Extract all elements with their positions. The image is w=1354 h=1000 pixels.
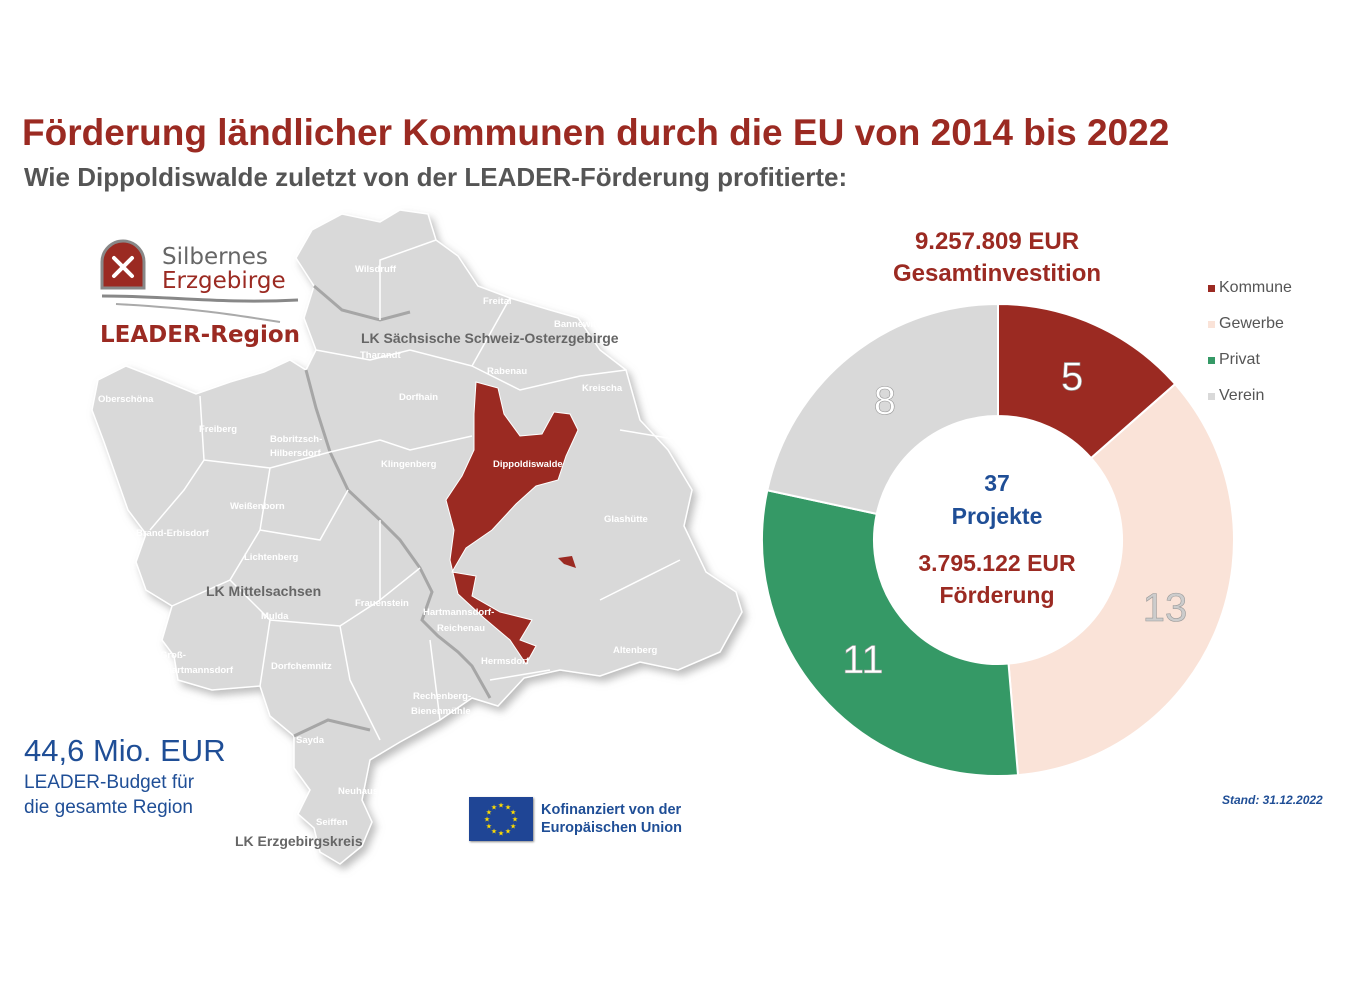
municipality-label: Glashütte (604, 514, 648, 525)
municipality-label: Hermsdorf (481, 656, 530, 667)
total-investment-amount: 9.257.809 EUR (914, 228, 1080, 255)
donut-chart: 5 13 11 8 (761, 302, 1235, 777)
municipality-label: Kreischa (582, 383, 623, 394)
eu-star-icon: ★ (505, 803, 511, 811)
municipality-label: Weißenborn (230, 501, 285, 512)
donut-value-label: 5 (1061, 355, 1083, 399)
page-title: Förderung ländlicher Kommunen durch die … (22, 112, 1170, 153)
municipality-label: Lichtenberg (244, 552, 299, 563)
logo-line3: LEADER-Region (100, 322, 300, 348)
municipality-label: Altenberg (613, 645, 658, 656)
legend-swatch (1208, 284, 1215, 292)
municipality-label: Rabenau (487, 366, 527, 377)
legend-label: Kommune (1219, 279, 1292, 296)
silbernes-erzgebirge-logo: Silbernes Erzgebirge LEADER-Region (100, 239, 300, 348)
municipality-label: Oberschöna (98, 394, 154, 405)
eu-star-icon: ★ (486, 809, 492, 817)
budget-label-line2: die gesamte Region (24, 797, 193, 818)
total-investment-label: Gesamtinvestition (892, 260, 1102, 287)
eu-star-icon: ★ (505, 828, 511, 836)
municipality-label: Klingenberg (381, 459, 437, 470)
legend-swatch (1208, 320, 1215, 328)
district-label: LK Sächsische Schweiz-Osterzgebirge (361, 330, 619, 346)
municipality-label: Dorfhain (399, 392, 438, 403)
legend-swatch (1208, 356, 1215, 364)
dippoldiswalde-region[interactable] (445, 381, 579, 665)
municipality-label: Bobritzsch- (270, 434, 322, 445)
district-border (293, 718, 371, 738)
eu-star-icon: ★ (491, 828, 497, 836)
legend-label: Verein (1219, 387, 1265, 404)
funding-label: Förderung (939, 582, 1055, 608)
eu-star-icon: ★ (498, 830, 504, 838)
eu-star-icon: ★ (498, 802, 504, 810)
funding-amount: 3.795.122 EUR (918, 550, 1076, 576)
municipality-label: Rechenberg- (413, 691, 471, 702)
logo-line1: Silbernes (162, 244, 268, 270)
municipality-label: Hartmannsdorf- (423, 607, 494, 618)
eu-star-icon: ★ (512, 816, 518, 824)
budget-amount: 44,6 Mio. EUR (24, 733, 226, 768)
legend-item-kommune: Kommune (1208, 270, 1292, 306)
legend-item-privat: Privat (1208, 342, 1292, 378)
legend-label: Privat (1219, 351, 1260, 368)
highlighted-municipality-label: Dippoldiswalde (493, 459, 563, 470)
municipality-borders (149, 239, 681, 741)
eu-star-icon: ★ (486, 823, 492, 831)
eu-star-icon: ★ (491, 803, 497, 811)
municipality-label: Neuhausen (338, 786, 389, 797)
donut-value-label: 8 (874, 379, 896, 423)
municipality-label: Freital (483, 296, 512, 307)
municipality-label: Bienenmühle (411, 706, 471, 717)
donut-slice-verein[interactable] (766, 302, 999, 516)
municipality-label: Hilbersdorf (270, 448, 322, 459)
project-count-label: Projekte (951, 503, 1043, 529)
eu-text-line2: Europäischen Union (541, 820, 682, 836)
municipality-label: Groß- (160, 650, 186, 661)
logo-line2: Erzgebirge (162, 268, 286, 294)
hammer-pick-icon (112, 256, 134, 278)
budget-label-line1: LEADER-Budget für (24, 772, 195, 793)
donut-slice-privat[interactable] (761, 489, 1020, 777)
eu-star-icon: ★ (484, 816, 490, 824)
municipality-label: Sayda (296, 735, 325, 746)
municipality-label: Freiberg (199, 424, 237, 435)
legend-item-verein: Verein (1208, 378, 1292, 414)
eu-cofinancing-badge: ★ ★ ★ ★ ★ ★ ★ ★ ★ ★ ★ ★ Kofinanziert von der Europä… (469, 797, 689, 845)
chart-legend: Kommune Gewerbe Privat Verein (1208, 270, 1292, 414)
legend-label: Gewerbe (1219, 315, 1284, 332)
municipality-label: Tharandt (360, 350, 401, 361)
district-label: LK Erzgebirgskreis (235, 833, 363, 849)
eu-text-line1: Kofinanziert von der (541, 802, 682, 818)
municipality-label: Brand-Erbisdorf (136, 528, 210, 539)
donut-value-label: 11 (842, 638, 884, 682)
municipality-label: Mulda (261, 611, 289, 622)
district-border (313, 284, 411, 322)
eu-star-icon: ★ (510, 823, 516, 831)
municipality-label: hartmannsdorf (166, 665, 234, 676)
district-label: LK Mittelsachsen (206, 583, 321, 599)
region-map: LK Sächsische Schweiz-Osterzgebirge LK M… (91, 209, 743, 865)
municipality-label: Frauenstein (355, 598, 409, 609)
data-date: Stand: 31.12.2022 (1222, 793, 1323, 807)
map-region-outline (91, 209, 743, 865)
donut-value-label: 13 (1143, 586, 1188, 630)
municipality-label: Bannewitz (554, 319, 601, 330)
municipality-label: Dorfchemnitz (271, 661, 332, 672)
dippoldiswalde-enclave (558, 556, 576, 568)
eu-flag-icon: ★ ★ ★ ★ ★ ★ ★ ★ ★ ★ ★ ★ (469, 797, 533, 841)
municipality-label: Reichenau (437, 623, 485, 634)
eu-star-icon: ★ (510, 809, 516, 817)
legend-item-gewerbe: Gewerbe (1208, 306, 1292, 342)
project-count: 37 (984, 470, 1010, 496)
legend-swatch (1208, 392, 1215, 400)
municipality-label: Wilsdruff (355, 264, 397, 275)
page-subtitle: Wie Dippoldiswalde zuletzt von der LEADE… (24, 162, 848, 192)
donut-slice-gewerbe[interactable] (1007, 382, 1235, 777)
municipality-label: Seiffen (316, 817, 348, 828)
